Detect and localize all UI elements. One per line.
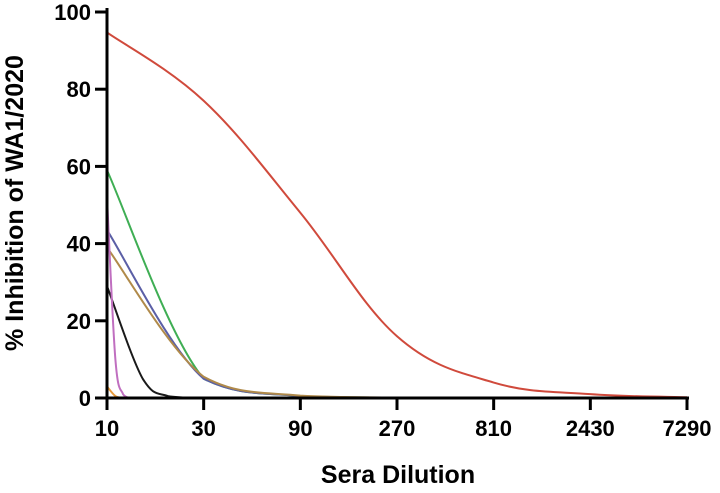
plot-area [106,31,688,399]
y-tick-label: 40 [67,232,91,257]
series-line-5 [106,285,687,399]
series-line-2 [106,169,687,399]
x-tick-label: 7290 [663,416,712,441]
series-line-4 [106,246,687,399]
x-tick-label: 90 [288,416,312,441]
y-tick-label: 20 [67,309,91,334]
tick-labels: 0 20 40 60 80 100 10 30 90 270 810 2430 7290 [54,0,711,441]
x-tick-label: 10 [95,416,119,441]
y-tick-label: 0 [79,386,91,411]
x-axis-title: Sera Dilution [321,461,475,489]
y-tick-label: 60 [67,154,91,179]
x-tick-label: 2430 [566,416,615,441]
axes [95,8,689,410]
y-tick-label: 100 [54,0,91,25]
y-axis-title: % Inhibition of WA1/2020 [1,55,29,351]
x-tick-label: 810 [475,416,512,441]
series-line-3 [106,229,687,399]
series-line-7 [106,385,687,399]
x-tick-label: 30 [191,416,215,441]
x-tick-label: 270 [379,416,416,441]
y-tick-label: 80 [67,77,91,102]
series-line-1 [106,31,688,399]
